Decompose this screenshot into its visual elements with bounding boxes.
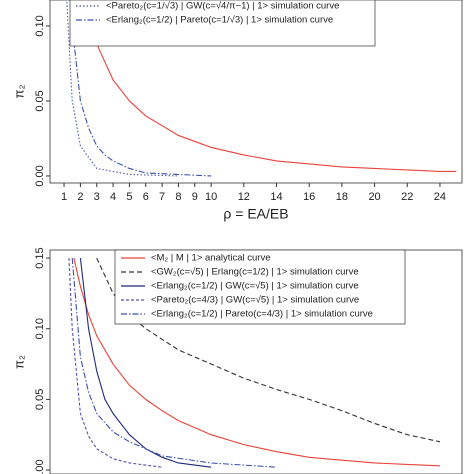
legend-label: <Pareto₂(c=1/√3) | GW(c=√4/π−1) | 1> sim… — [106, 1, 339, 12]
x-axis-label: ρ = EA/EB — [223, 206, 288, 222]
x-tick-label: 18 — [336, 191, 348, 203]
x-tick-label: 22 — [401, 191, 413, 203]
y-tick-label: 0.10 — [34, 318, 46, 339]
x-tick-label: 1 — [61, 191, 67, 203]
y-axis-label: π₂ — [11, 84, 26, 98]
y-tick-label: 0.15 — [34, 247, 46, 268]
x-tick-label: 7 — [159, 191, 165, 203]
legend-label: <Erlang₂(c=1/2) | Pareto(c=1/√3) | 1> si… — [106, 15, 333, 26]
x-tick-label: 5 — [126, 191, 132, 203]
legend-box — [69, 0, 376, 47]
y-tick-label: 0.10 — [34, 15, 46, 36]
y-tick-label: 0.05 — [34, 389, 46, 410]
series-line — [66, 0, 179, 177]
series-line — [68, 258, 163, 468]
x-tick-label: 16 — [303, 191, 315, 203]
legend-label: <Erlang₂(c=1/2) | Pareto(c=4/3) | 1> sim… — [151, 309, 373, 320]
x-tick-label: 20 — [368, 191, 380, 203]
legend-label: <Erlang₂(c=1/2) | GW(c=√5) | 1> simulati… — [151, 281, 359, 292]
x-tick-label: 4 — [110, 191, 116, 203]
series-line — [73, 257, 440, 467]
y-axis-label: π₂ — [11, 355, 26, 369]
x-tick-label: 3 — [94, 191, 100, 203]
y-tick-label: 0.05 — [34, 90, 46, 111]
x-tick-label: 24 — [434, 191, 446, 203]
series-line — [79, 257, 212, 468]
y-tick-label: 0.00 — [34, 459, 46, 474]
x-tick-label: 12 — [238, 191, 250, 203]
plot-frame — [49, 0, 463, 184]
legend-label: <M₂ | M | 1> analytical curve — [151, 253, 271, 264]
y-tick-label: 0.00 — [34, 165, 46, 186]
x-tick-label: 9 — [192, 191, 198, 203]
x-tick-label: 8 — [175, 191, 181, 203]
legend-label: <GW₂(c=√5) | Erlang(c=1/2) | 1> simulati… — [151, 267, 359, 278]
x-tick-label: 2 — [77, 191, 83, 203]
legend-label: <Pareto₂(c=4/3) | GW(c=√5) | 1> simulati… — [151, 295, 359, 306]
x-tick-label: 6 — [143, 191, 149, 203]
legend: <Pareto₂(c=1/√3) | GW(c=√4/π−1) | 1> sim… — [69, 0, 376, 47]
series-line — [69, 0, 212, 177]
legend: <M₂ | M | 1> analytical curve <GW₂(c=√5) … — [114, 249, 406, 325]
legend-box — [114, 249, 406, 325]
x-tick-label: 10 — [205, 191, 217, 203]
x-tick-label: 14 — [270, 191, 282, 203]
